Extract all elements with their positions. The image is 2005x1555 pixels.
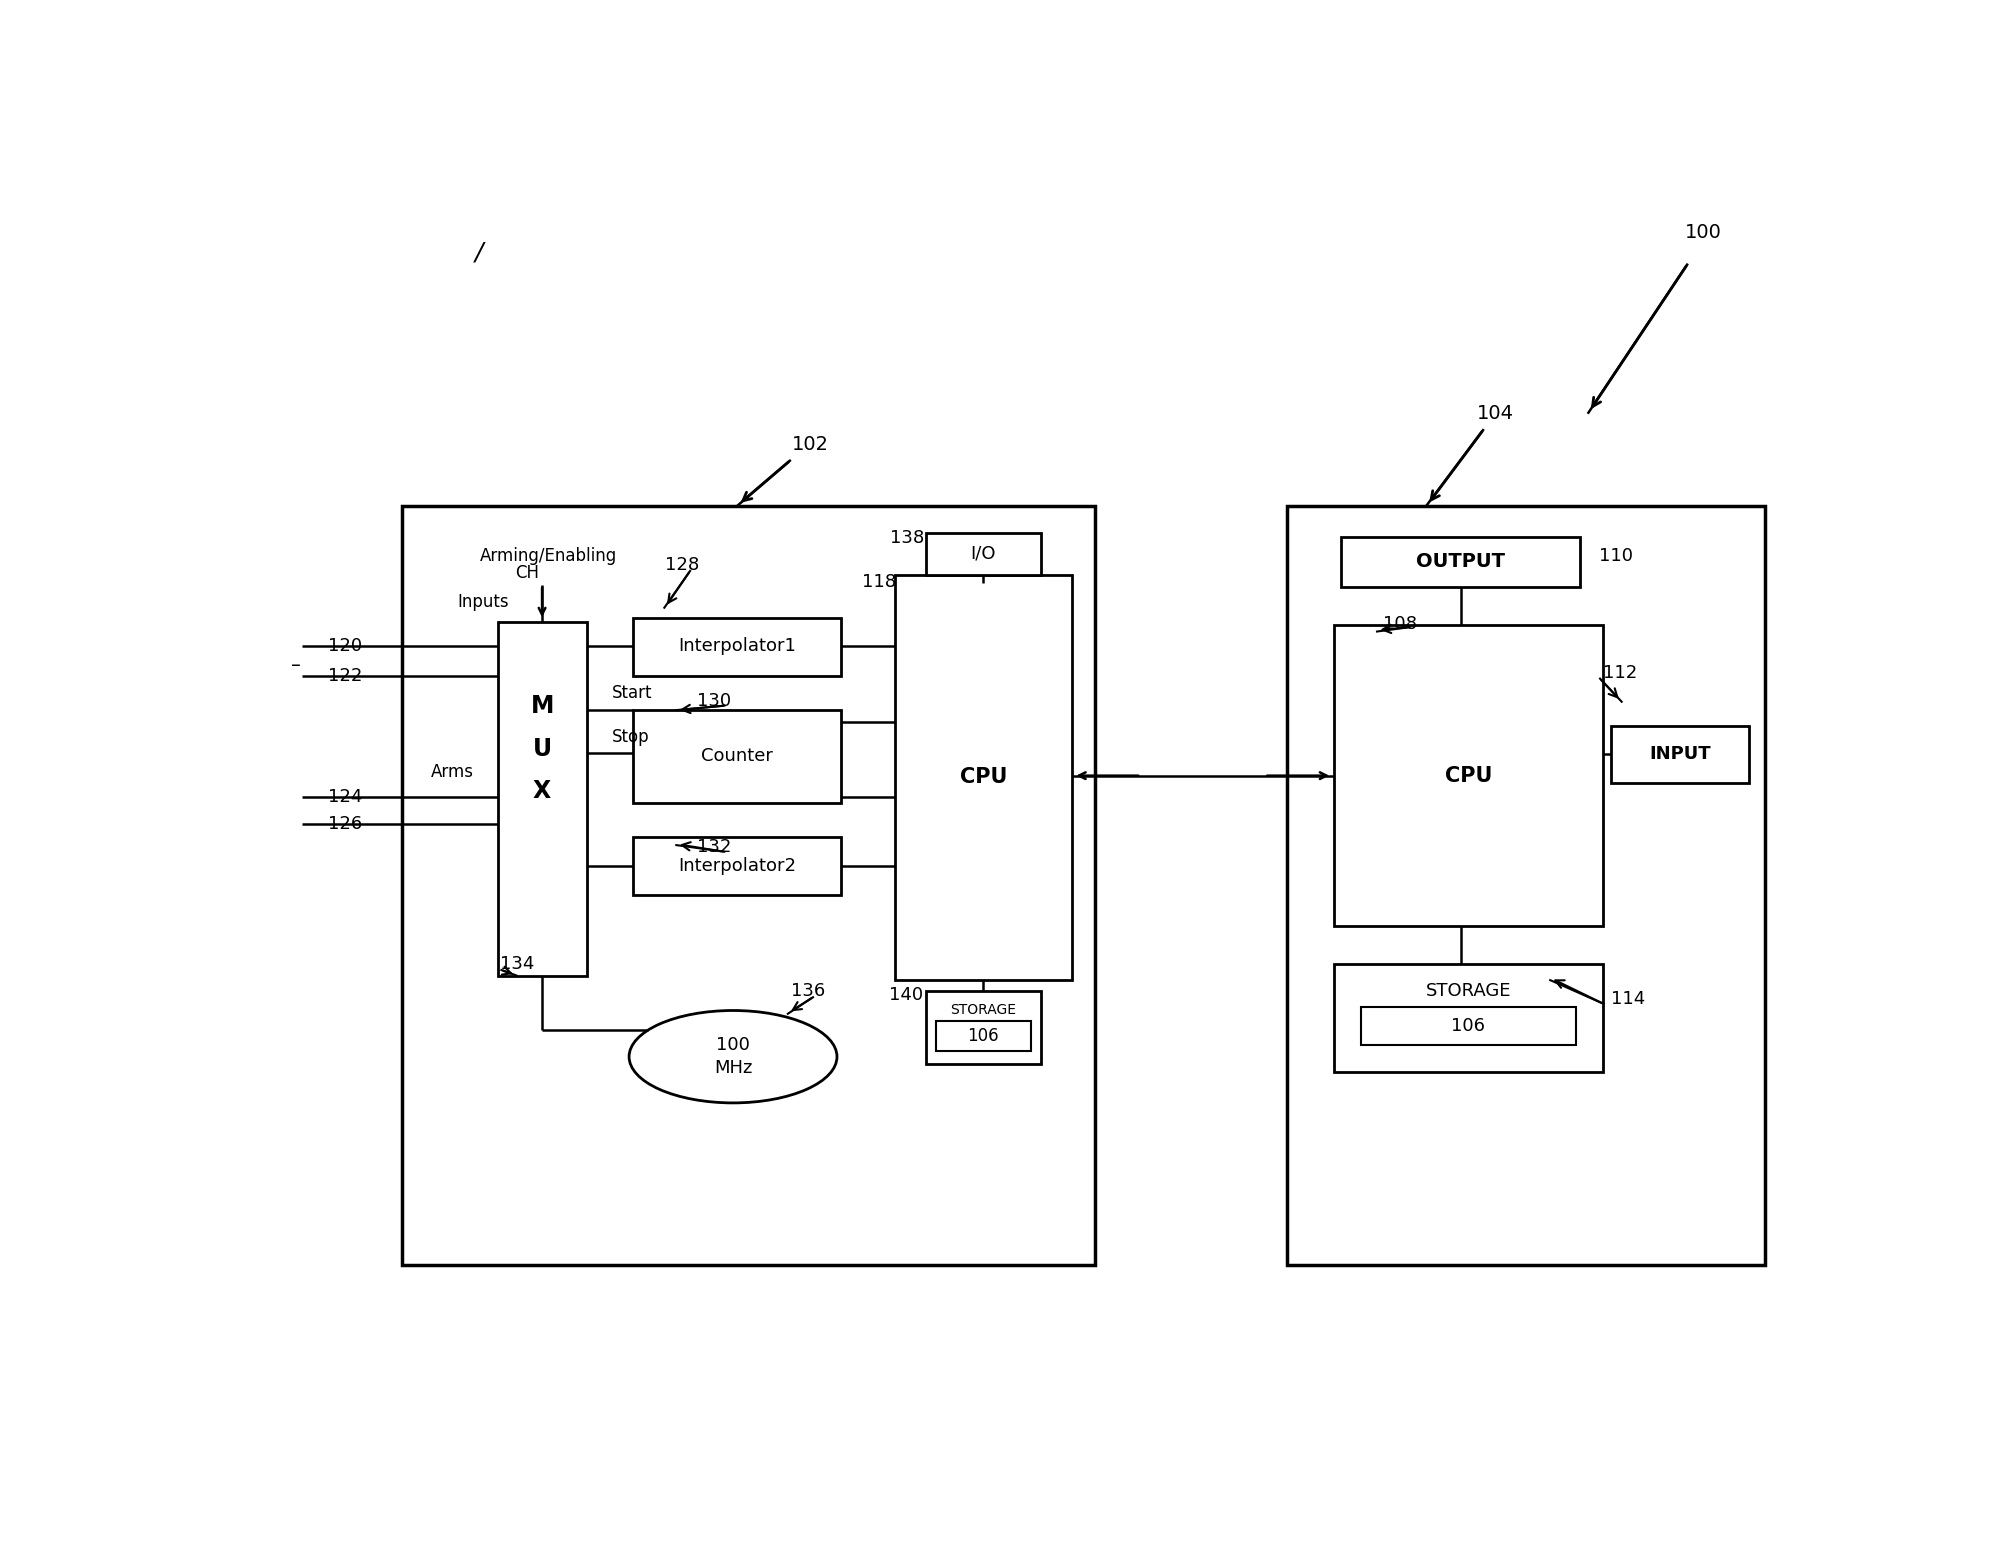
Text: Inputs: Inputs xyxy=(457,594,509,611)
Text: Arms: Arms xyxy=(431,764,473,781)
Text: U: U xyxy=(533,737,551,760)
Text: Counter: Counter xyxy=(702,748,772,765)
Text: STORAGE: STORAGE xyxy=(950,1003,1017,1017)
Text: INPUT: INPUT xyxy=(1650,745,1710,764)
Bar xyxy=(634,711,840,802)
Text: 130: 130 xyxy=(698,692,732,711)
Bar xyxy=(497,622,587,977)
Text: X: X xyxy=(533,779,551,802)
Text: 132: 132 xyxy=(698,838,732,857)
Bar xyxy=(926,991,1041,1065)
Text: M: M xyxy=(531,695,553,718)
Text: 100: 100 xyxy=(1684,224,1722,243)
Text: Start: Start xyxy=(612,684,652,703)
Text: 118: 118 xyxy=(862,572,896,591)
Text: 104: 104 xyxy=(1478,404,1514,423)
Bar xyxy=(1341,536,1580,586)
Text: CPU: CPU xyxy=(960,767,1007,787)
Text: 136: 136 xyxy=(792,983,826,1000)
Bar xyxy=(1610,726,1750,784)
Bar xyxy=(634,617,840,675)
Text: –: – xyxy=(291,656,301,675)
Bar xyxy=(1333,625,1604,925)
Text: 140: 140 xyxy=(888,986,922,1005)
Text: Interpolator1: Interpolator1 xyxy=(678,638,796,655)
Text: /: / xyxy=(475,239,483,264)
Bar xyxy=(634,837,840,896)
Text: 126: 126 xyxy=(327,815,361,833)
Text: Arming/Enabling: Arming/Enabling xyxy=(479,547,618,564)
Text: 100: 100 xyxy=(716,1036,750,1054)
Bar xyxy=(1333,964,1604,1071)
Text: I/O: I/O xyxy=(970,544,996,563)
Text: 124: 124 xyxy=(327,788,361,805)
Text: STORAGE: STORAGE xyxy=(1426,983,1512,1000)
Text: 138: 138 xyxy=(890,530,924,547)
Text: CH: CH xyxy=(515,564,539,582)
Text: 110: 110 xyxy=(1600,547,1634,564)
Text: CPU: CPU xyxy=(1446,765,1492,785)
Text: Interpolator2: Interpolator2 xyxy=(678,857,796,875)
Text: 108: 108 xyxy=(1383,614,1418,633)
Bar xyxy=(936,1020,1031,1051)
Text: 114: 114 xyxy=(1610,991,1644,1008)
Text: 134: 134 xyxy=(501,955,535,973)
Bar xyxy=(1361,1006,1576,1045)
Text: 128: 128 xyxy=(666,557,700,574)
Bar xyxy=(894,575,1073,980)
Text: OUTPUT: OUTPUT xyxy=(1416,552,1506,571)
Text: 106: 106 xyxy=(1452,1017,1486,1036)
Bar xyxy=(401,505,1095,1264)
Ellipse shape xyxy=(630,1011,836,1102)
Text: 112: 112 xyxy=(1604,664,1638,683)
Text: Stop: Stop xyxy=(612,728,650,746)
Text: 102: 102 xyxy=(792,435,828,454)
Text: 120: 120 xyxy=(327,638,361,655)
Bar xyxy=(926,533,1041,575)
Text: 122: 122 xyxy=(327,667,361,684)
Text: 106: 106 xyxy=(968,1026,998,1045)
Text: MHz: MHz xyxy=(714,1059,752,1078)
Bar xyxy=(1287,505,1764,1264)
